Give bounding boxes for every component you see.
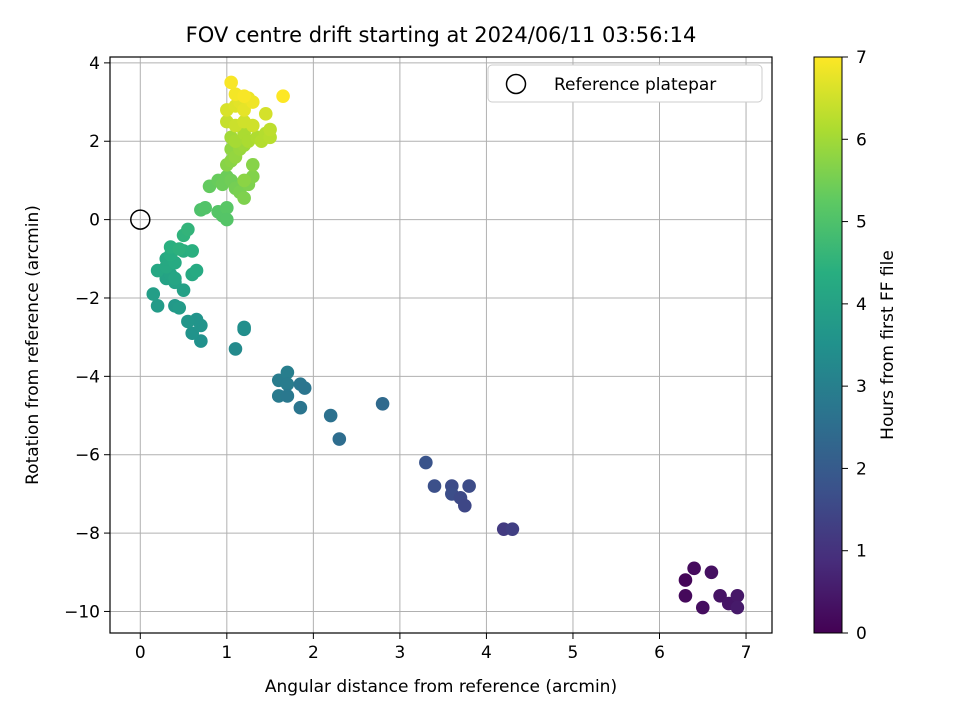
scatter-point: [245, 118, 260, 133]
scatter-point: [730, 588, 745, 603]
colorbar-tick-label: 1: [856, 542, 867, 562]
y-tick-label: −8: [75, 524, 100, 544]
scatter-point: [237, 191, 251, 205]
scatter-point: [176, 283, 191, 297]
y-axis-label: Rotation from reference (arcmin): [23, 205, 43, 485]
y-axis-ticks: 4 2 0 −2 −4 −6 −8 −10: [64, 54, 110, 622]
x-tick-label: 1: [221, 643, 232, 663]
x-tick-label: 5: [568, 643, 579, 663]
scatter-point: [245, 157, 260, 172]
x-tick-label: 0: [135, 643, 146, 663]
scatter-point: [687, 561, 701, 576]
scatter-point: [323, 408, 338, 423]
y-tick-label: 0: [89, 211, 100, 231]
colorbar-tick-label: 4: [856, 295, 867, 315]
grid: [110, 57, 772, 633]
colorbar-tick-label: 3: [856, 377, 867, 397]
x-axis-label: Angular distance from reference (arcmin): [265, 677, 617, 697]
scatter-point: [189, 263, 204, 278]
scatter-point: [237, 320, 251, 335]
scatter-point: [224, 75, 238, 90]
scatter-point: [150, 299, 165, 313]
data-points: [146, 75, 745, 615]
colorbar-tick-label: 6: [856, 130, 867, 150]
reference-marker-group: [130, 209, 151, 230]
scatter-point: [172, 242, 187, 256]
scatter-point: [172, 300, 187, 315]
colorbar-gradient: [813, 56, 843, 634]
scatter-point: [228, 342, 243, 356]
colorbar-tick-label: 0: [856, 624, 867, 644]
scatter-point: [220, 201, 234, 215]
chart-title: FOV centre drift starting at 2024/06/11 …: [186, 23, 697, 47]
scatter-point: [146, 287, 161, 301]
scatter-point: [263, 122, 277, 137]
scatter-point: [419, 455, 433, 470]
x-tick-label: 3: [394, 643, 405, 663]
y-tick-label: −10: [64, 602, 100, 622]
colorbar-label: Hours from first FF file: [878, 250, 898, 440]
scatter-point: [237, 89, 251, 103]
scatter-point: [730, 600, 745, 615]
legend-entry-label: Reference platepar: [554, 75, 716, 95]
scatter-point: [185, 326, 200, 341]
scatter-point: [276, 89, 290, 103]
scatter-point: [194, 334, 208, 348]
y-tick-label: −4: [75, 367, 100, 387]
colorbar-tick-label: 7: [856, 48, 867, 68]
scatter-point: [280, 389, 295, 403]
scatter-point: [237, 173, 251, 188]
scatter-point: [220, 212, 234, 227]
scatter-point: [237, 103, 251, 117]
scatter-point: [181, 222, 195, 237]
y-tick-label: 2: [89, 132, 100, 152]
scatter-point: [375, 396, 390, 411]
scatter-point: [704, 565, 719, 580]
scatter-point: [678, 588, 693, 603]
legend-reference-marker: [505, 73, 527, 95]
x-tick-label: 2: [308, 643, 319, 663]
scatter-point: [280, 377, 295, 391]
axes-frame: [109, 56, 773, 634]
colorbar-ticks: 0 1 2 3 4 5 6 7: [842, 48, 867, 644]
scatter-point: [462, 479, 476, 493]
reference-platepar-marker: [130, 209, 151, 230]
colorbar: 0 1 2 3 4 5 6 7 Hours from first FF file: [813, 48, 898, 644]
legend: Reference platepar: [487, 64, 763, 103]
scatter-point: [713, 588, 727, 603]
scatter-point: [678, 573, 693, 587]
y-tick-label: 4: [89, 54, 100, 74]
scatter-point: [258, 107, 273, 121]
colorbar-tick-label: 2: [856, 459, 867, 479]
scatter-point: [293, 400, 308, 415]
scatter-point: [297, 381, 312, 395]
scatter-point: [280, 365, 295, 380]
x-tick-label: 4: [481, 643, 492, 663]
x-tick-label: 7: [741, 643, 752, 663]
x-tick-label: 6: [654, 643, 665, 663]
legend-box: [487, 64, 763, 103]
scatter-point: [181, 314, 195, 329]
colorbar-tick-label: 5: [856, 213, 867, 233]
y-tick-label: −6: [75, 446, 100, 466]
scatter-point: [168, 271, 182, 286]
x-axis-ticks: 0 1 2 3 4 5 6 7: [135, 633, 752, 663]
scatter-point: [505, 522, 520, 536]
scatter-point: [427, 479, 442, 493]
scatter-point: [457, 498, 472, 513]
scatter-point: [185, 244, 200, 258]
y-tick-label: −2: [75, 289, 100, 309]
scatter-point: [695, 600, 710, 615]
scatter-point: [198, 201, 212, 215]
scatter-point: [228, 134, 243, 149]
scatter-point: [332, 432, 347, 446]
